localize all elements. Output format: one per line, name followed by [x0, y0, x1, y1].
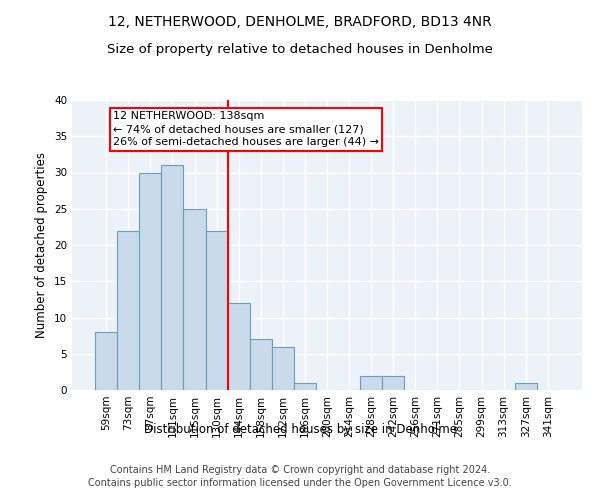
Bar: [360, 376, 382, 390]
Text: Contains HM Land Registry data © Crown copyright and database right 2024.: Contains HM Land Registry data © Crown c…: [110, 465, 490, 475]
Bar: [250, 339, 272, 390]
Text: Contains public sector information licensed under the Open Government Licence v3: Contains public sector information licen…: [88, 478, 512, 488]
Bar: [382, 376, 404, 390]
Bar: [227, 303, 250, 390]
Bar: [139, 172, 161, 390]
Text: Size of property relative to detached houses in Denholme: Size of property relative to detached ho…: [107, 42, 493, 56]
Bar: [515, 383, 537, 390]
Text: Distribution of detached houses by size in Denholme: Distribution of detached houses by size …: [143, 422, 457, 436]
Bar: [184, 209, 206, 390]
Bar: [206, 230, 227, 390]
Bar: [272, 346, 294, 390]
Bar: [161, 165, 184, 390]
Bar: [95, 332, 117, 390]
Bar: [294, 383, 316, 390]
Text: 12 NETHERWOOD: 138sqm
← 74% of detached houses are smaller (127)
26% of semi-det: 12 NETHERWOOD: 138sqm ← 74% of detached …: [113, 111, 379, 148]
Text: 12, NETHERWOOD, DENHOLME, BRADFORD, BD13 4NR: 12, NETHERWOOD, DENHOLME, BRADFORD, BD13…: [108, 15, 492, 29]
Bar: [117, 230, 139, 390]
Y-axis label: Number of detached properties: Number of detached properties: [35, 152, 49, 338]
